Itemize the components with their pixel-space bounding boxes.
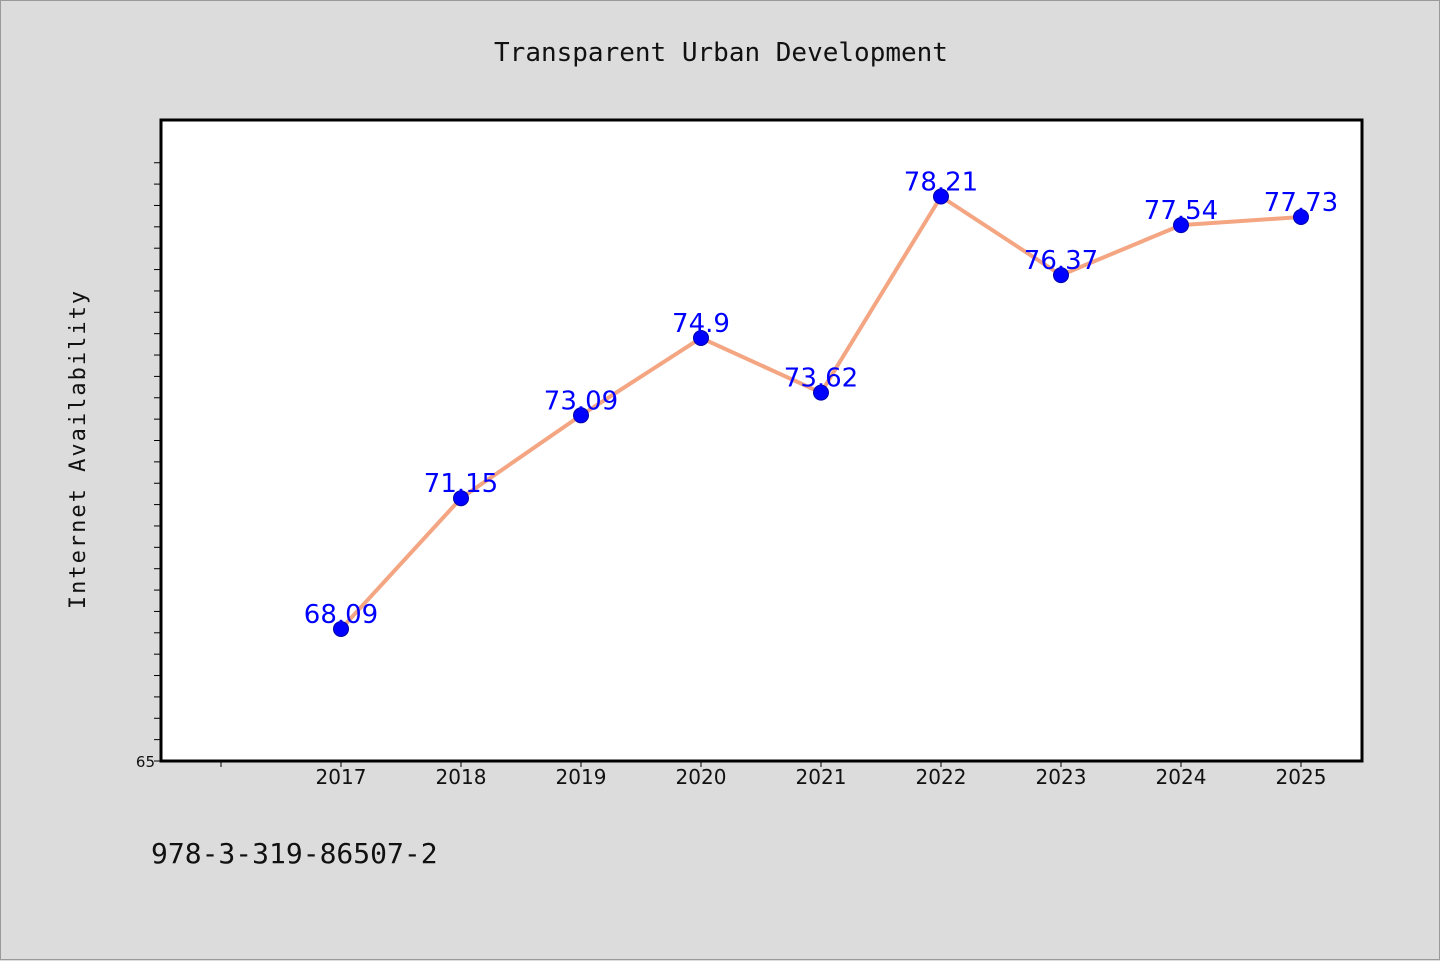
data-point [453,490,469,507]
data-point [1173,217,1189,234]
isbn-label: 978-3-319-86507-2 [151,837,438,870]
plot-area [159,118,1364,763]
x-tick-label: 2024 [1156,765,1207,789]
chart-title: Transparent Urban Development [494,38,948,68]
x-tick-label: 2019 [556,765,607,789]
data-label: 77.73 [1264,188,1338,218]
data-label: 77.54 [1144,196,1218,226]
data-label: 68.09 [304,600,378,630]
x-axis-ticks: 2017 2018 2019 2020 2021 2022 2023 2024 2025 [220,761,1327,789]
data-label: 78.21 [904,167,978,197]
y-axis-ticks: 65 [136,162,161,771]
x-tick-label: 2025 [1276,765,1327,789]
x-tick-label: 2021 [796,765,847,789]
data-point [933,188,949,205]
x-tick-label: 2018 [436,765,487,789]
y-axis-label: Internet Availability [66,289,91,609]
data-label: 71.15 [424,469,498,499]
data-point [573,407,589,424]
x-tick-label: 2023 [1036,765,1087,789]
data-point [1053,267,1069,284]
data-point [1293,209,1309,226]
data-label: 73.62 [784,364,858,394]
data-label: 74.9 [672,309,730,339]
data-label: 76.37 [1024,246,1098,276]
y-tick-label: 65 [136,753,155,771]
x-tick-label: 2017 [316,765,367,789]
data-label: 73.09 [544,386,618,416]
data-point [693,329,709,346]
data-point [813,384,829,401]
x-tick-label: 2020 [676,765,727,789]
data-point [333,620,349,637]
x-tick-label: 2022 [916,765,967,789]
series: 68.09 71.15 73.09 74.9 73.62 78.21 76.37 77.54 7… [304,167,1338,637]
